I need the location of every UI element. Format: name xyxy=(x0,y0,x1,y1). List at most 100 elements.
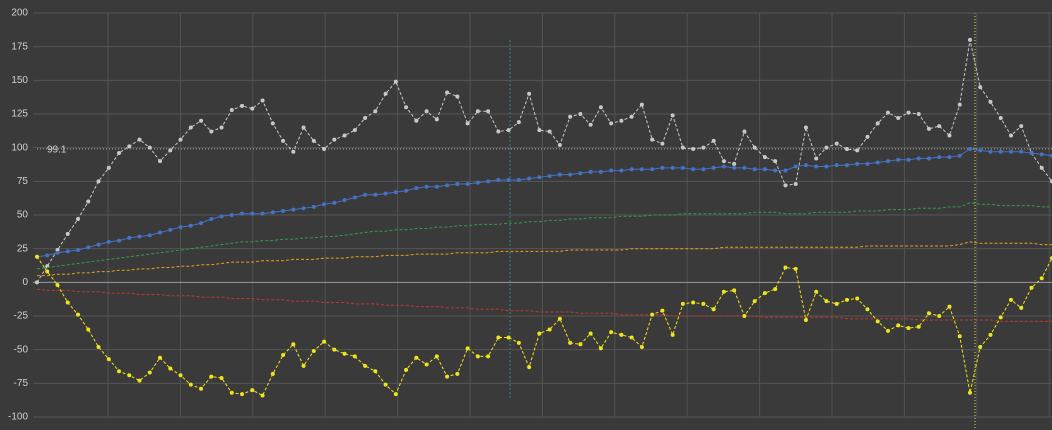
marker xyxy=(342,198,347,203)
marker xyxy=(752,145,757,150)
marker xyxy=(117,369,122,374)
marker xyxy=(619,118,624,123)
marker xyxy=(65,249,70,254)
marker xyxy=(814,289,819,294)
marker xyxy=(701,301,706,306)
marker xyxy=(598,105,603,110)
marker xyxy=(465,346,470,351)
marker xyxy=(1008,133,1013,138)
series-line xyxy=(36,39,1052,283)
marker xyxy=(814,164,819,169)
marker xyxy=(127,235,132,240)
marker xyxy=(978,148,983,153)
marker xyxy=(393,392,398,397)
marker xyxy=(691,300,696,305)
marker xyxy=(311,138,316,143)
marker xyxy=(137,378,142,383)
marker xyxy=(660,308,665,313)
marker xyxy=(865,161,870,166)
marker xyxy=(834,301,839,306)
marker xyxy=(260,98,265,103)
marker xyxy=(937,314,942,318)
marker xyxy=(209,217,214,222)
marker xyxy=(1029,285,1034,290)
marker xyxy=(691,147,696,152)
y-tick-label: 150 xyxy=(11,75,28,86)
marker xyxy=(588,122,593,127)
marker xyxy=(598,346,603,351)
marker xyxy=(598,169,603,174)
marker xyxy=(465,121,470,126)
marker xyxy=(455,182,460,187)
marker xyxy=(609,121,614,126)
marker xyxy=(506,335,511,340)
marker xyxy=(547,129,552,134)
marker xyxy=(937,155,942,160)
marker xyxy=(916,156,921,161)
marker xyxy=(291,149,296,154)
marker xyxy=(127,373,132,378)
marker xyxy=(773,168,778,173)
marker xyxy=(424,184,429,189)
marker xyxy=(137,234,142,239)
marker xyxy=(35,280,39,285)
marker xyxy=(670,332,675,337)
marker xyxy=(506,177,511,182)
marker xyxy=(496,129,501,134)
marker xyxy=(383,382,388,387)
marker xyxy=(383,191,388,196)
marker xyxy=(701,167,706,172)
marker xyxy=(342,133,347,138)
marker xyxy=(568,172,573,177)
marker xyxy=(158,355,163,360)
marker xyxy=(998,149,1003,154)
marker xyxy=(926,156,931,161)
marker xyxy=(670,165,675,170)
marker xyxy=(363,192,368,197)
marker xyxy=(311,349,316,354)
marker xyxy=(45,253,50,258)
marker xyxy=(650,312,655,317)
marker xyxy=(568,114,573,119)
marker xyxy=(947,133,952,138)
marker xyxy=(742,314,747,318)
marker xyxy=(35,254,39,259)
marker xyxy=(188,125,193,130)
marker xyxy=(527,176,532,181)
marker xyxy=(650,167,655,172)
marker xyxy=(250,106,255,111)
marker xyxy=(844,163,849,168)
marker xyxy=(875,160,880,165)
marker xyxy=(373,192,378,197)
marker xyxy=(1039,165,1044,170)
marker xyxy=(906,110,911,115)
marker xyxy=(424,362,429,367)
marker xyxy=(793,182,798,187)
marker xyxy=(199,386,204,391)
marker xyxy=(332,200,337,205)
marker xyxy=(322,147,327,152)
marker xyxy=(629,167,634,172)
marker xyxy=(229,213,234,217)
y-tick-label: 125 xyxy=(11,109,28,120)
marker xyxy=(978,344,983,349)
marker xyxy=(424,109,429,114)
y-tick-label: 175 xyxy=(11,41,28,52)
marker xyxy=(168,148,173,153)
marker xyxy=(55,283,60,288)
y-tick-label: -75 xyxy=(14,378,29,389)
marker xyxy=(260,211,265,216)
marker xyxy=(147,145,152,150)
marker xyxy=(691,167,696,172)
marker xyxy=(803,163,808,168)
marker xyxy=(916,112,921,116)
marker xyxy=(270,121,275,126)
marker xyxy=(680,301,685,306)
marker xyxy=(793,164,798,169)
marker xyxy=(557,172,562,177)
marker xyxy=(117,238,122,243)
marker xyxy=(219,125,224,130)
marker xyxy=(844,297,849,302)
marker xyxy=(680,165,685,170)
marker xyxy=(445,374,450,379)
